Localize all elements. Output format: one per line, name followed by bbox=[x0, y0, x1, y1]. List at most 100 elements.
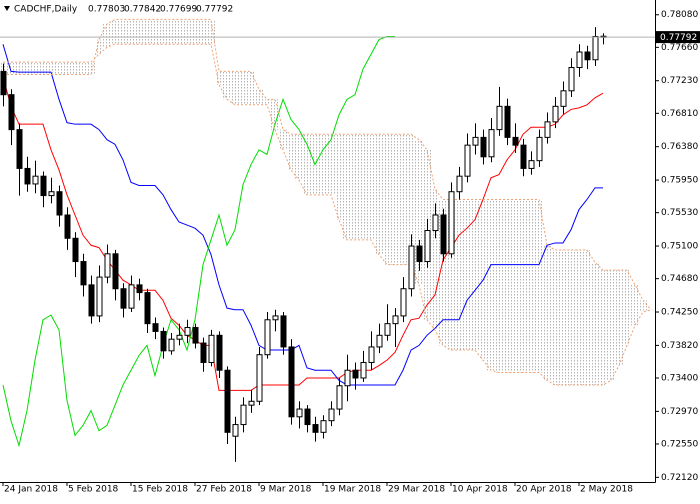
cloud-segment bbox=[351, 134, 359, 240]
header-close: 0.77792 bbox=[196, 5, 233, 15]
y-tick-label: 0.78080 bbox=[661, 10, 698, 20]
candle-body bbox=[296, 408, 303, 418]
cloud-segment bbox=[415, 139, 423, 285]
x-tick-label: 20 Apr 2018 bbox=[516, 485, 572, 495]
candle-body bbox=[208, 334, 215, 363]
cloud-segment bbox=[127, 19, 135, 45]
cloud-segment bbox=[279, 129, 287, 150]
x-tick-label: 19 Mar 2018 bbox=[324, 485, 381, 495]
indicator-line bbox=[2, 44, 603, 386]
candle-body bbox=[56, 191, 63, 216]
candle-body bbox=[576, 51, 583, 69]
cloud-segment bbox=[591, 262, 599, 385]
candle-body bbox=[464, 144, 471, 177]
cloud-segment bbox=[487, 199, 495, 371]
cloud-segment bbox=[511, 199, 519, 373]
candle-body bbox=[184, 327, 191, 336]
candle-body bbox=[80, 261, 87, 286]
y-tick-label: 0.77230 bbox=[661, 76, 698, 86]
cloud-segment bbox=[447, 199, 455, 351]
candle-body bbox=[568, 67, 575, 92]
cloud-segment bbox=[199, 19, 207, 45]
candle-body bbox=[368, 346, 375, 363]
candle-body bbox=[408, 245, 415, 290]
cloud-segment bbox=[567, 249, 575, 385]
y-tick-label: 0.72970 bbox=[661, 407, 698, 417]
candle-body bbox=[120, 288, 127, 309]
candle-body bbox=[552, 105, 559, 123]
cloud-segment bbox=[343, 134, 351, 240]
cloud-segment bbox=[31, 62, 39, 75]
cloud-segment bbox=[7, 62, 15, 75]
cloud-segment bbox=[159, 19, 167, 45]
chart-header: CADCHF,Daily 0.77803 0.77842 0.77699 0.7… bbox=[4, 5, 233, 15]
cloud-segment bbox=[407, 134, 415, 265]
price-label: 0.77792 bbox=[660, 33, 697, 43]
candle-body bbox=[88, 284, 95, 317]
cloud-segment bbox=[79, 62, 87, 75]
cloud-segment bbox=[551, 249, 559, 385]
indicator-layer bbox=[2, 18, 652, 448]
candle-body bbox=[144, 292, 151, 325]
candle-body bbox=[0, 70, 7, 96]
candle-body bbox=[344, 369, 351, 387]
candle-body bbox=[496, 105, 503, 131]
cloud-segment bbox=[71, 62, 79, 75]
candle-body bbox=[224, 369, 231, 433]
header-icon bbox=[4, 6, 10, 11]
indicator-line bbox=[2, 35, 395, 448]
cloud-segment bbox=[287, 134, 295, 170]
candle-body bbox=[392, 315, 399, 325]
candle-body bbox=[528, 160, 535, 169]
cloud-segment bbox=[543, 245, 551, 381]
x-tick-label: 9 Mar 2018 bbox=[260, 485, 312, 495]
cloud-line bbox=[3, 43, 652, 386]
cloud-segment bbox=[327, 134, 335, 195]
candle-body bbox=[232, 424, 239, 437]
price-label-box bbox=[656, 31, 700, 44]
candle-body bbox=[400, 288, 407, 317]
cloud-segment bbox=[503, 199, 511, 373]
x-tick-label: 29 Mar 2018 bbox=[388, 485, 445, 495]
candle-body bbox=[536, 136, 543, 162]
candle-body bbox=[24, 167, 31, 185]
cloud-segment bbox=[335, 134, 343, 220]
y-tick-label: 0.75950 bbox=[661, 176, 698, 186]
candle-body bbox=[256, 354, 263, 402]
cloud-segment bbox=[63, 62, 71, 75]
candle-body bbox=[264, 319, 271, 356]
candle-body bbox=[72, 237, 79, 263]
cloud-segment bbox=[527, 199, 535, 373]
candle-body bbox=[592, 35, 599, 61]
price-layer bbox=[0, 27, 655, 462]
cloud-segment bbox=[575, 249, 583, 385]
cloud-segment bbox=[559, 249, 567, 385]
y-tick-label: 0.73820 bbox=[661, 341, 698, 351]
cloud-layer bbox=[0, 19, 655, 385]
candle-body bbox=[280, 315, 287, 348]
candle-body bbox=[376, 334, 383, 348]
candle-body bbox=[336, 385, 343, 410]
cloud-segment bbox=[119, 19, 127, 45]
cloud-segment bbox=[607, 270, 615, 381]
candle-body bbox=[8, 94, 15, 131]
cloud-segment bbox=[23, 62, 31, 75]
cloud-segment bbox=[463, 199, 471, 351]
cloud-segment bbox=[367, 134, 375, 240]
y-tick-label: 0.77660 bbox=[661, 43, 698, 53]
x-tick-label: 27 Feb 2018 bbox=[196, 485, 252, 495]
cloud-segment bbox=[263, 99, 271, 105]
cloud-segment bbox=[495, 199, 503, 373]
cloud-segment bbox=[599, 270, 607, 385]
cloud-segment bbox=[583, 249, 591, 385]
cloud-segment bbox=[247, 71, 255, 105]
candle-body bbox=[440, 214, 447, 255]
candle-body bbox=[472, 136, 479, 146]
cloud-segment bbox=[319, 134, 327, 195]
candle-body bbox=[416, 245, 423, 263]
y-tick-label: 0.73400 bbox=[661, 373, 698, 383]
y-tick-label: 0.74250 bbox=[661, 308, 698, 318]
cloud-segment bbox=[103, 24, 111, 48]
candle-body bbox=[168, 338, 175, 352]
